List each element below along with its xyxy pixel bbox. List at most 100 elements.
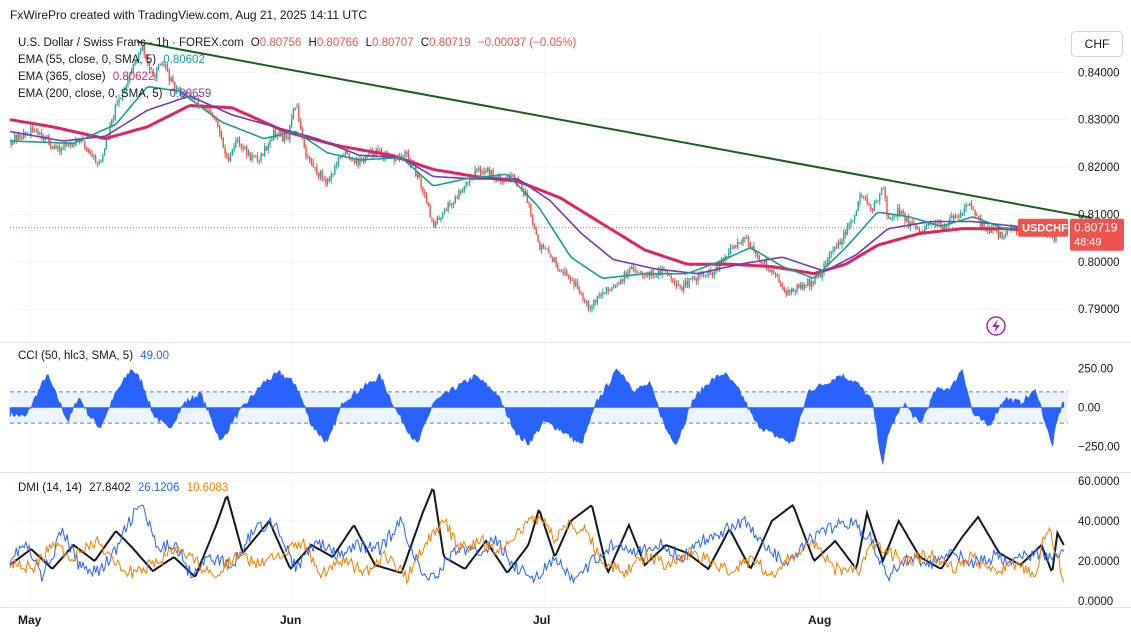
candle-body [958,215,960,218]
candle-body [834,246,836,251]
price-legend[interactable]: U.S. Dollar / Swiss Franc · 1h · FOREX.c… [18,37,580,49]
candle-body [735,245,737,248]
candle-body [157,65,160,69]
candle-body [37,130,39,135]
candle-body [166,67,169,71]
candle-body [433,219,435,228]
candle-body [231,149,233,156]
candle-body [879,194,881,201]
candle-body [632,267,635,270]
candle-body [621,279,624,281]
candle-body [551,257,554,263]
candle-body [573,280,575,287]
candle-body [580,292,582,294]
candle-body [407,153,410,161]
candle-body [864,197,867,199]
candle-body [271,139,273,141]
candle-body [952,215,955,219]
ema55-legend[interactable]: EMA (55, close, 0, SMA, 5) 0.80602 [18,54,209,66]
candle-body [821,272,823,278]
candle-body [267,144,269,151]
candle-body [857,201,859,212]
candle-body [888,215,890,219]
candle-body [760,260,762,263]
candle-body [961,212,964,214]
candle-body [981,221,984,228]
candle-body [102,155,104,161]
candle-body [699,273,701,276]
symbol-tag [1018,218,1068,237]
candle-body [668,275,671,277]
price-tick-label: 0.84000 [1078,67,1120,79]
ema365-legend[interactable]: EMA (365, close) 0.80622 [18,71,158,83]
ema200-value: 0.80659 [169,88,212,100]
candle-body [278,131,280,134]
candle-body [740,242,742,244]
candle-body [790,288,793,293]
ema200-legend[interactable]: EMA (200, close, 0, SMA, 5) 0.80659 [18,88,215,100]
price-tick-label: 0.80000 [1078,257,1120,269]
candle-body [781,286,784,289]
lightning-icon-bolt [992,319,1000,333]
candle-body [675,284,678,286]
candle-body [506,175,509,177]
candle-body [486,167,489,172]
candle-body [690,278,692,280]
candle-body [686,280,689,288]
candle-body [33,130,36,132]
candle-body [630,267,633,270]
candle-body [706,274,708,276]
dmi-legend[interactable]: DMI (14, 14) 27.8402 26.1206 10.6083 [18,482,232,494]
candle-body [328,178,331,181]
candle-body [1053,234,1055,241]
candle-body [240,144,242,148]
candle-body [701,272,703,276]
candle-body [346,151,349,154]
candle-body [55,145,57,149]
candle-body [139,50,142,55]
candle-body [384,152,386,160]
candle-body [956,215,958,217]
candle-body [674,281,676,285]
candle-body [555,257,557,266]
cci-tick-label: 250.00 [1078,363,1113,375]
candle-body [251,155,253,160]
candle-body [940,222,942,228]
ohlc-low: L0.80707 [365,37,414,49]
candle-body [210,110,212,114]
candle-body [785,290,787,295]
candle-body [192,97,194,100]
candle-body [526,192,528,203]
candle-body [629,269,631,272]
candle-body [692,277,694,279]
candle-body [382,155,385,160]
price-tick-label: 0.83000 [1078,115,1120,127]
lightning-icon[interactable] [986,316,1006,336]
currency-button[interactable]: CHF [1071,31,1123,57]
candle-body [260,153,262,161]
cci-legend[interactable]: CCI (50, hlc3, SMA, 5) 49.00 [18,350,173,362]
candle-body [442,213,444,218]
candle-body [733,245,735,249]
candle-body [19,133,21,139]
candle-body [121,91,124,100]
candle-body [665,270,667,273]
grid-lines [0,32,1131,608]
candle-body [123,90,126,92]
ema200-line [9,95,1064,275]
candle-body [798,284,800,288]
candle-body [105,139,108,150]
candle-body [253,155,255,157]
candle-body [395,157,397,162]
candle-body [535,229,537,235]
candle-body [828,254,831,260]
price-tick-label: 0.82000 [1078,162,1120,174]
candle-body [226,154,228,158]
candle-body [960,212,962,218]
candle-body [754,251,757,254]
candle-body [344,151,347,156]
candle-body [974,209,976,215]
candle-body [461,191,464,193]
candle-body [756,253,759,256]
